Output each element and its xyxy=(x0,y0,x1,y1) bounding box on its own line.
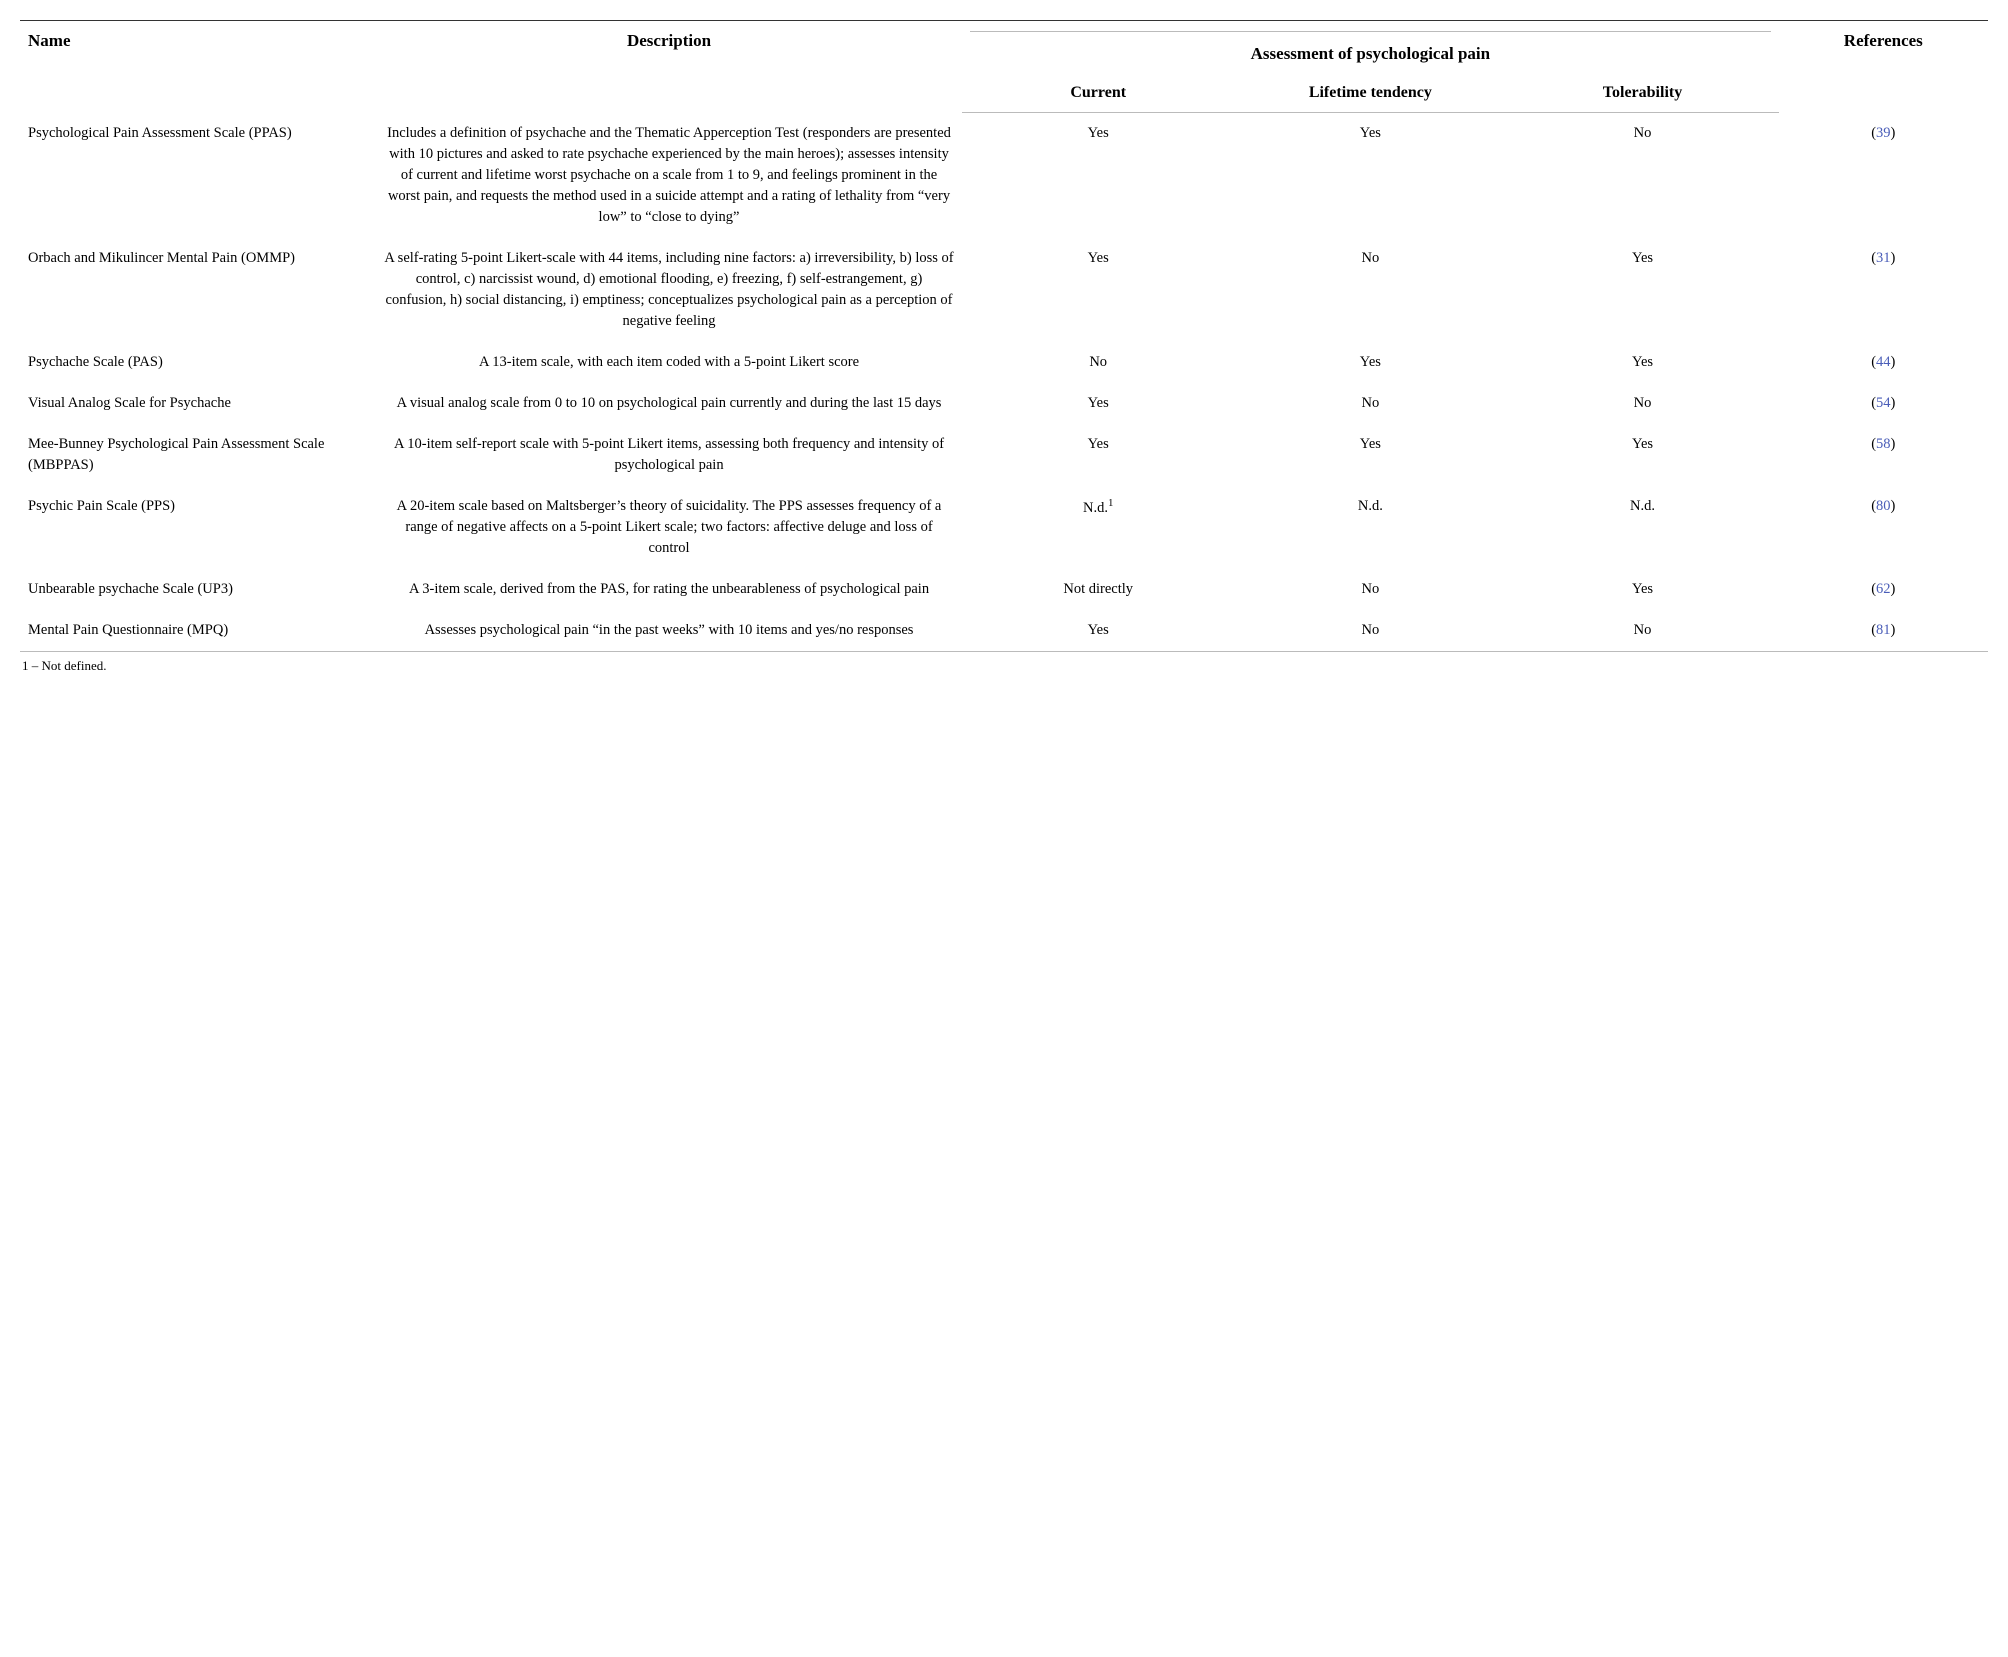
cell-name: Psychic Pain Scale (PPS) xyxy=(20,486,376,569)
cell-tolerability: Yes xyxy=(1506,238,1778,342)
table-row: Mental Pain Questionnaire (MPQ)Assesses … xyxy=(20,610,1988,652)
cell-tolerability: No xyxy=(1506,113,1778,238)
table-row: Psychache Scale (PAS)A 13-item scale, wi… xyxy=(20,342,1988,383)
col-subheader-current: Current xyxy=(962,74,1234,113)
table-row: Psychological Pain Assessment Scale (PPA… xyxy=(20,113,1988,238)
col-header-references: References xyxy=(1779,21,1988,113)
reference-link[interactable]: 31 xyxy=(1876,250,1891,266)
cell-reference: (44) xyxy=(1779,342,1988,383)
footnote-marker: 1 xyxy=(1108,497,1113,509)
table-row: Mee-Bunney Psychological Pain Assessment… xyxy=(20,424,1988,486)
cell-lifetime: No xyxy=(1234,569,1506,610)
cell-name: Psychache Scale (PAS) xyxy=(20,342,376,383)
cell-reference: (62) xyxy=(1779,569,1988,610)
reference-link[interactable]: 58 xyxy=(1876,436,1891,452)
cell-description: Includes a definition of psychache and t… xyxy=(376,113,962,238)
cell-description: A 20-item scale based on Maltsberger’s t… xyxy=(376,486,962,569)
cell-reference: (80) xyxy=(1779,486,1988,569)
cell-name: Psychological Pain Assessment Scale (PPA… xyxy=(20,113,376,238)
cell-tolerability: Yes xyxy=(1506,342,1778,383)
cell-lifetime: No xyxy=(1234,383,1506,424)
cell-tolerability: N.d. xyxy=(1506,486,1778,569)
cell-name: Unbearable psychache Scale (UP3) xyxy=(20,569,376,610)
cell-lifetime: Yes xyxy=(1234,424,1506,486)
cell-name: Visual Analog Scale for Psychache xyxy=(20,383,376,424)
cell-current: Yes xyxy=(962,610,1234,652)
cell-name: Mental Pain Questionnaire (MPQ) xyxy=(20,610,376,652)
cell-tolerability: Yes xyxy=(1506,569,1778,610)
cell-description: Assesses psychological pain “in the past… xyxy=(376,610,962,652)
reference-link[interactable]: 80 xyxy=(1876,498,1891,514)
cell-reference: (31) xyxy=(1779,238,1988,342)
cell-reference: (58) xyxy=(1779,424,1988,486)
table-row: Orbach and Mikulincer Mental Pain (OMMP)… xyxy=(20,238,1988,342)
cell-current: No xyxy=(962,342,1234,383)
cell-current: N.d.1 xyxy=(962,486,1234,569)
reference-link[interactable]: 54 xyxy=(1876,395,1891,411)
cell-lifetime: N.d. xyxy=(1234,486,1506,569)
cell-reference: (39) xyxy=(1779,113,1988,238)
reference-link[interactable]: 39 xyxy=(1876,125,1891,141)
cell-lifetime: No xyxy=(1234,238,1506,342)
assessment-scales-table: Name Description Assessment of psycholog… xyxy=(20,20,1988,652)
cell-description: A 10-item self-report scale with 5-point… xyxy=(376,424,962,486)
cell-current: Yes xyxy=(962,424,1234,486)
cell-lifetime: Yes xyxy=(1234,113,1506,238)
cell-description: A self-rating 5-point Likert-scale with … xyxy=(376,238,962,342)
col-subheader-tolerability: Tolerability xyxy=(1506,74,1778,113)
table-footnote: 1 – Not defined. xyxy=(20,652,1988,674)
cell-description: A visual analog scale from 0 to 10 on ps… xyxy=(376,383,962,424)
col-header-description: Description xyxy=(376,21,962,113)
reference-link[interactable]: 44 xyxy=(1876,354,1891,370)
cell-tolerability: No xyxy=(1506,383,1778,424)
cell-current: Yes xyxy=(962,238,1234,342)
cell-current: Yes xyxy=(962,113,1234,238)
table-row: Psychic Pain Scale (PPS)A 20-item scale … xyxy=(20,486,1988,569)
col-header-assessment-group: Assessment of psychological pain xyxy=(962,21,1778,75)
cell-reference: (54) xyxy=(1779,383,1988,424)
cell-current: Yes xyxy=(962,383,1234,424)
cell-current: Not directly xyxy=(962,569,1234,610)
table-body: Psychological Pain Assessment Scale (PPA… xyxy=(20,113,1988,652)
col-header-name: Name xyxy=(20,21,376,113)
cell-name: Mee-Bunney Psychological Pain Assessment… xyxy=(20,424,376,486)
cell-name: Orbach and Mikulincer Mental Pain (OMMP) xyxy=(20,238,376,342)
cell-description: A 3-item scale, derived from the PAS, fo… xyxy=(376,569,962,610)
table-row: Visual Analog Scale for PsychacheA visua… xyxy=(20,383,1988,424)
cell-reference: (81) xyxy=(1779,610,1988,652)
reference-link[interactable]: 81 xyxy=(1876,622,1891,638)
cell-lifetime: No xyxy=(1234,610,1506,652)
cell-lifetime: Yes xyxy=(1234,342,1506,383)
reference-link[interactable]: 62 xyxy=(1876,581,1891,597)
col-subheader-lifetime: Lifetime tendency xyxy=(1234,74,1506,113)
cell-description: A 13-item scale, with each item coded wi… xyxy=(376,342,962,383)
table-row: Unbearable psychache Scale (UP3)A 3-item… xyxy=(20,569,1988,610)
group-header-text: Assessment of psychological pain xyxy=(970,31,1770,64)
cell-tolerability: No xyxy=(1506,610,1778,652)
cell-tolerability: Yes xyxy=(1506,424,1778,486)
